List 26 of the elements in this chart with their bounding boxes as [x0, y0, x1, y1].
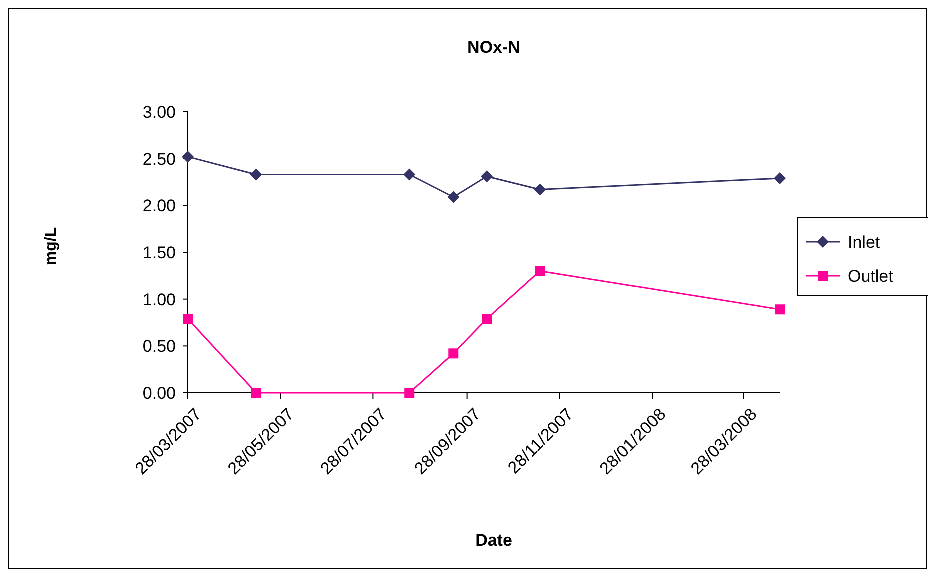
point — [775, 304, 785, 315]
y-tick-label: 0.50 — [142, 337, 176, 356]
point — [448, 348, 459, 359]
point — [182, 150, 194, 163]
point — [251, 388, 262, 398]
chart-title: NOx-N — [468, 38, 520, 57]
y-tick-label: 1.50 — [142, 244, 176, 262]
y-tick-label: 2.50 — [142, 150, 176, 169]
point — [448, 191, 460, 204]
y-tick-label: 3.00 — [142, 103, 176, 122]
point — [774, 172, 786, 185]
x-axis-title: Date — [476, 531, 512, 550]
point — [481, 170, 494, 183]
y-tick-label: 1.00 — [142, 290, 176, 310]
y-tick-label: 0.00 — [142, 384, 176, 403]
point — [535, 266, 546, 276]
legend-label: Inlet — [848, 233, 880, 252]
point — [404, 388, 415, 398]
point — [250, 168, 262, 181]
y-tick-label: 2.00 — [142, 196, 176, 216]
point — [534, 184, 546, 196]
point — [183, 314, 193, 324]
point — [404, 168, 416, 181]
y-axis-title: mg/L — [43, 227, 60, 266]
legend-label: Outlet — [848, 267, 894, 286]
point — [482, 314, 492, 324]
